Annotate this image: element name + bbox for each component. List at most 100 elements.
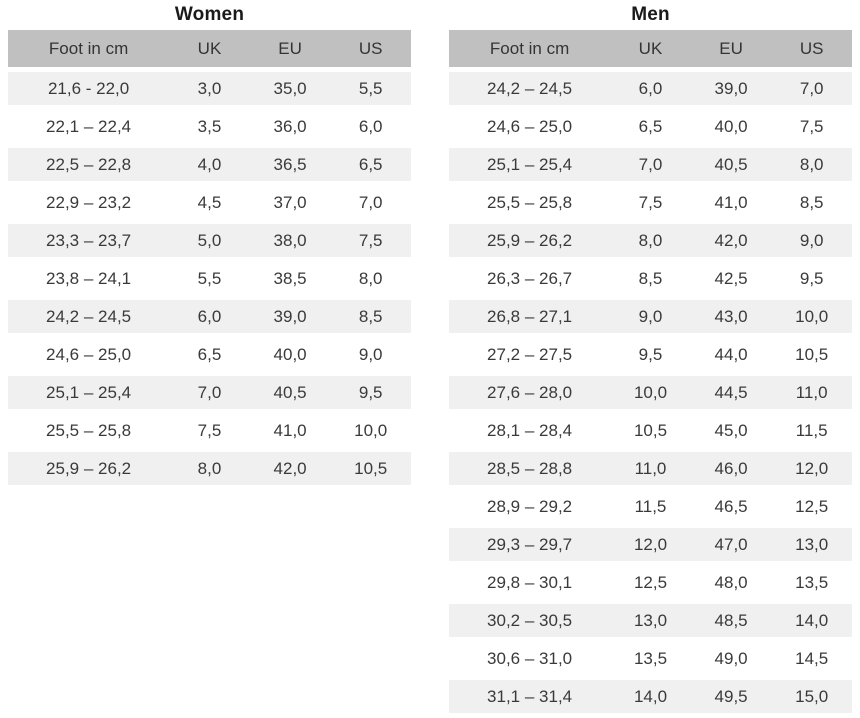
cell-foot-range: 22,9 – 23,2 <box>8 183 170 224</box>
cell-foot-range: 24,2 – 24,5 <box>8 297 170 338</box>
table-row: 24,2 – 24,5 6,0 39,0 7,0 <box>449 69 852 110</box>
column-header-eu: EU <box>249 30 331 72</box>
cell-size-value: 11,0 <box>771 373 852 414</box>
cell-foot-range: 24,6 – 25,0 <box>449 107 611 148</box>
cell-size-value: 7,0 <box>771 69 852 110</box>
table-row: 28,1 – 28,4 10,5 45,0 11,5 <box>449 411 852 452</box>
table-row: 24,6 – 25,0 6,5 40,0 9,0 <box>8 335 411 376</box>
table-row: 24,2 – 24,5 6,0 39,0 8,5 <box>8 297 411 338</box>
cell-size-value: 8,5 <box>330 297 411 338</box>
cell-size-value: 6,5 <box>169 335 250 376</box>
cell-size-value: 12,5 <box>771 487 852 528</box>
table-row: 29,8 – 30,1 12,5 48,0 13,5 <box>449 563 852 604</box>
cell-size-value: 10,0 <box>330 411 411 452</box>
column-header-foot-in-cm: Foot in cm <box>8 30 170 72</box>
table-row: 23,8 – 24,1 5,5 38,5 8,0 <box>8 259 411 300</box>
cell-foot-range: 25,5 – 25,8 <box>449 183 611 224</box>
table-row: 30,6 – 31,0 13,5 49,0 14,5 <box>449 639 852 680</box>
column-header-uk: UK <box>169 30 250 72</box>
cell-size-value: 14,0 <box>610 677 691 718</box>
table-row: 22,5 – 22,8 4,0 36,5 6,5 <box>8 145 411 186</box>
cell-foot-range: 30,6 – 31,0 <box>449 639 611 680</box>
cell-foot-range: 24,2 – 24,5 <box>449 69 611 110</box>
cell-foot-range: 25,9 – 26,2 <box>449 221 611 262</box>
cell-size-value: 41,0 <box>690 183 772 224</box>
cell-size-value: 7,0 <box>330 183 411 224</box>
cell-size-value: 47,0 <box>690 525 772 566</box>
cell-size-value: 8,0 <box>610 221 691 262</box>
cell-foot-range: 31,1 – 31,4 <box>449 677 611 718</box>
cell-size-value: 37,0 <box>249 183 331 224</box>
cell-foot-range: 27,6 – 28,0 <box>449 373 611 414</box>
cell-size-value: 36,5 <box>249 145 331 186</box>
table-row: 31,1 – 31,4 14,0 49,5 15,0 <box>449 677 852 718</box>
cell-size-value: 8,0 <box>771 145 852 186</box>
cell-size-value: 13,5 <box>771 563 852 604</box>
women-table-title: Women <box>174 4 245 25</box>
cell-size-value: 10,5 <box>610 411 691 452</box>
cell-size-value: 10,5 <box>771 335 852 376</box>
cell-size-value: 36,0 <box>249 107 331 148</box>
cell-size-value: 12,0 <box>771 449 852 490</box>
cell-size-value: 49,5 <box>690 677 772 718</box>
cell-foot-range: 24,6 – 25,0 <box>8 335 170 376</box>
cell-foot-range: 29,8 – 30,1 <box>449 563 611 604</box>
cell-size-value: 14,5 <box>771 639 852 680</box>
cell-foot-range: 23,8 – 24,1 <box>8 259 170 300</box>
cell-size-value: 11,5 <box>610 487 691 528</box>
men-size-table-section: Men Foot in cm UK EU US 24,2 – 24,5 6,0 39,0 7… <box>449 0 852 718</box>
women-size-table-section: Women Foot in cm UK EU US 21,6 - 22,0 3,0 35,… <box>8 0 411 490</box>
cell-size-value: 4,0 <box>169 145 250 186</box>
men-table-title: Men <box>631 4 670 25</box>
cell-size-value: 40,0 <box>690 107 772 148</box>
cell-size-value: 9,0 <box>330 335 411 376</box>
table-row: 26,3 – 26,7 8,5 42,5 9,5 <box>449 259 852 300</box>
cell-size-value: 4,5 <box>169 183 250 224</box>
cell-size-value: 5,0 <box>169 221 250 262</box>
cell-size-value: 6,0 <box>169 297 250 338</box>
cell-foot-range: 28,1 – 28,4 <box>449 411 611 452</box>
cell-size-value: 40,5 <box>690 145 772 186</box>
women-size-table: Foot in cm UK EU US 21,6 - 22,0 3,0 35,0 5,5 22… <box>8 30 411 490</box>
cell-size-value: 8,5 <box>771 183 852 224</box>
cell-foot-range: 29,3 – 29,7 <box>449 525 611 566</box>
cell-size-value: 10,0 <box>610 373 691 414</box>
cell-size-value: 3,5 <box>169 107 250 148</box>
cell-foot-range: 28,5 – 28,8 <box>449 449 611 490</box>
cell-size-value: 41,0 <box>249 411 331 452</box>
cell-size-value: 8,0 <box>330 259 411 300</box>
cell-size-value: 3,0 <box>169 69 250 110</box>
cell-size-value: 9,0 <box>610 297 691 338</box>
cell-foot-range: 28,9 – 29,2 <box>449 487 611 528</box>
cell-size-value: 39,0 <box>690 69 772 110</box>
cell-size-value: 44,5 <box>690 373 772 414</box>
cell-size-value: 45,0 <box>690 411 772 452</box>
table-row: 23,3 – 23,7 5,0 38,0 7,5 <box>8 221 411 262</box>
cell-foot-range: 25,5 – 25,8 <box>8 411 170 452</box>
cell-size-value: 48,5 <box>690 601 772 642</box>
cell-size-value: 15,0 <box>771 677 852 718</box>
cell-size-value: 35,0 <box>249 69 331 110</box>
cell-foot-range: 22,1 – 22,4 <box>8 107 170 148</box>
cell-size-value: 7,5 <box>330 221 411 262</box>
cell-size-value: 48,0 <box>690 563 772 604</box>
column-header-foot-in-cm: Foot in cm <box>449 30 611 72</box>
table-row: 22,1 – 22,4 3,5 36,0 6,0 <box>8 107 411 148</box>
cell-size-value: 9,0 <box>771 221 852 262</box>
cell-size-value: 10,0 <box>771 297 852 338</box>
cell-size-value: 6,0 <box>330 107 411 148</box>
table-row: 26,8 – 27,1 9,0 43,0 10,0 <box>449 297 852 338</box>
column-header-us: US <box>330 30 411 72</box>
men-header-row: Foot in cm UK EU US <box>449 30 852 72</box>
cell-size-value: 8,0 <box>169 449 250 490</box>
column-header-us: US <box>771 30 852 72</box>
cell-size-value: 49,0 <box>690 639 772 680</box>
cell-size-value: 40,0 <box>249 335 331 376</box>
table-row: 29,3 – 29,7 12,0 47,0 13,0 <box>449 525 852 566</box>
table-row: 27,2 – 27,5 9,5 44,0 10,5 <box>449 335 852 376</box>
cell-size-value: 13,0 <box>610 601 691 642</box>
cell-size-value: 6,0 <box>610 69 691 110</box>
men-size-table: Foot in cm UK EU US 24,2 – 24,5 6,0 39,0 7,0 24… <box>449 30 852 718</box>
cell-foot-range: 25,1 – 25,4 <box>8 373 170 414</box>
